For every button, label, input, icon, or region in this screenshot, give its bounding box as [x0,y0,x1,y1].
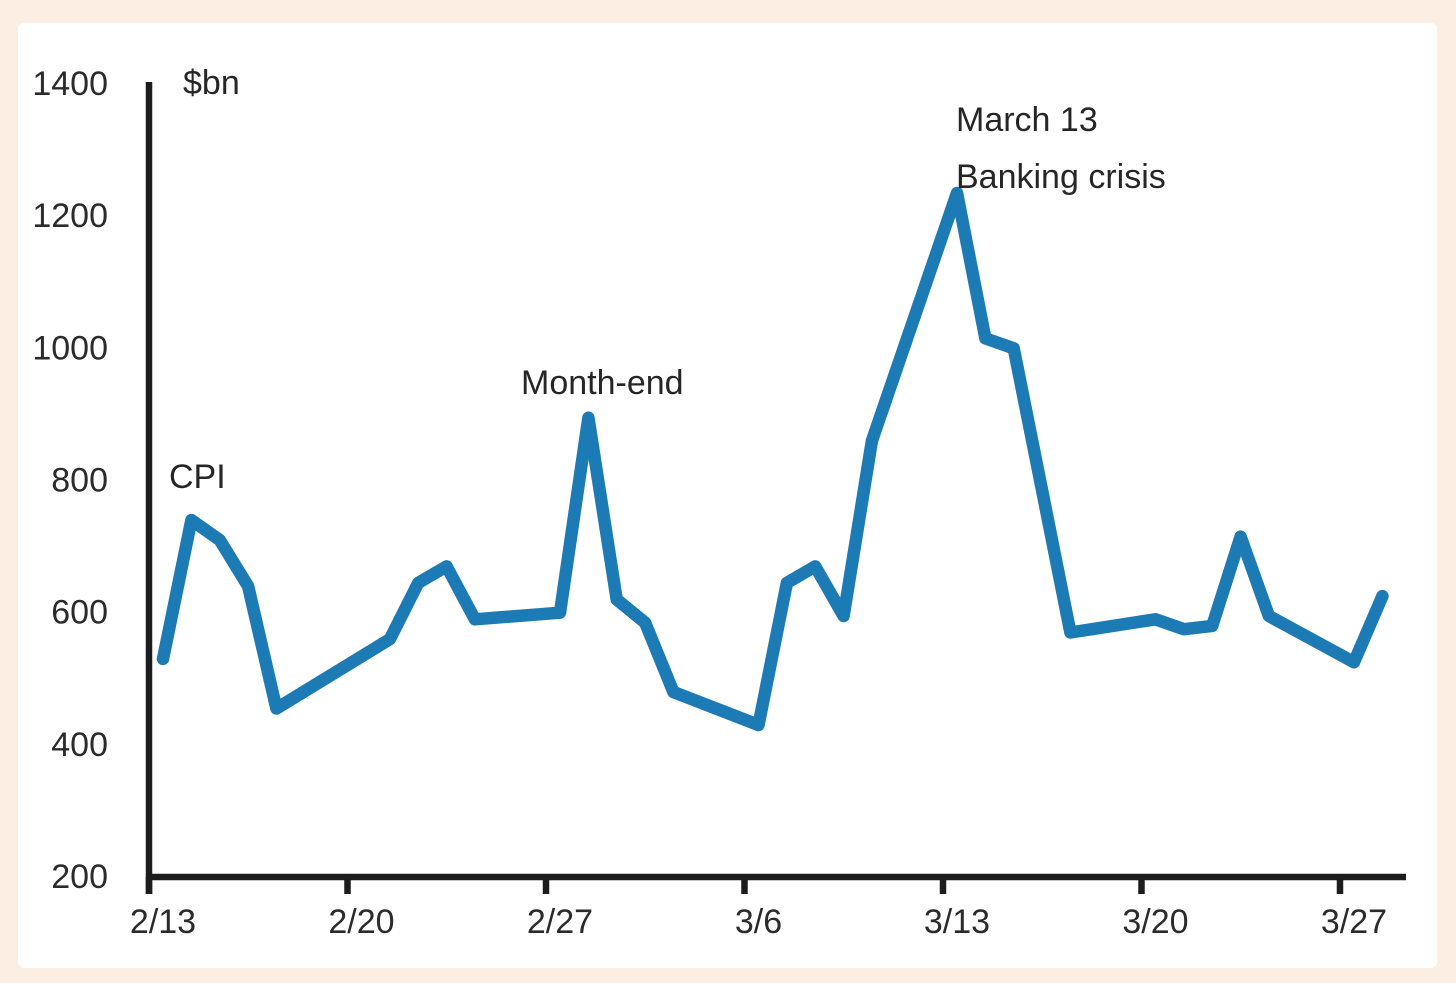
annotation-cpi: CPI [169,458,226,496]
y-tick-label-1200: 1200 [32,197,108,235]
y-tick-label-400: 400 [51,726,108,764]
x-tick-label-3-27: 3/27 [1321,903,1387,941]
annotation-month-end: Month-end [521,364,684,402]
y-tick-label-1000: 1000 [32,329,108,367]
x-tick-label-3-20: 3/20 [1122,903,1188,941]
data-series-line [156,186,1389,732]
y-tick-label-200: 200 [51,858,108,896]
y-tick-label-800: 800 [51,462,108,500]
annotation-march-13-banking-crisis: March 13 Banking crisis [956,92,1166,206]
chart-card [18,23,1437,968]
annotation-march-13-line1: March 13 [956,101,1098,139]
x-tick-label-2-20: 2/20 [328,903,394,941]
chart-axes [145,82,1406,894]
x-tick-label-3-6: 3/6 [735,903,782,941]
y-tick-label-600: 600 [51,594,108,632]
x-tick-label-2-13: 2/13 [130,903,196,941]
x-tick-label-3-13: 3/13 [924,903,990,941]
y-axis-tick-labels: 200 400 600 800 1000 1200 1400 [32,65,108,896]
y-tick-label-1400: 1400 [32,65,108,103]
annotation-march-13-line2: Banking crisis [956,158,1166,196]
x-axis-tick-labels: 2/13 2/20 2/27 3/6 3/13 3/20 3/27 [130,903,1387,941]
data-series [156,186,1389,732]
y-axis-unit-label: $bn [183,64,240,102]
x-tick-label-2-27: 2/27 [527,903,593,941]
